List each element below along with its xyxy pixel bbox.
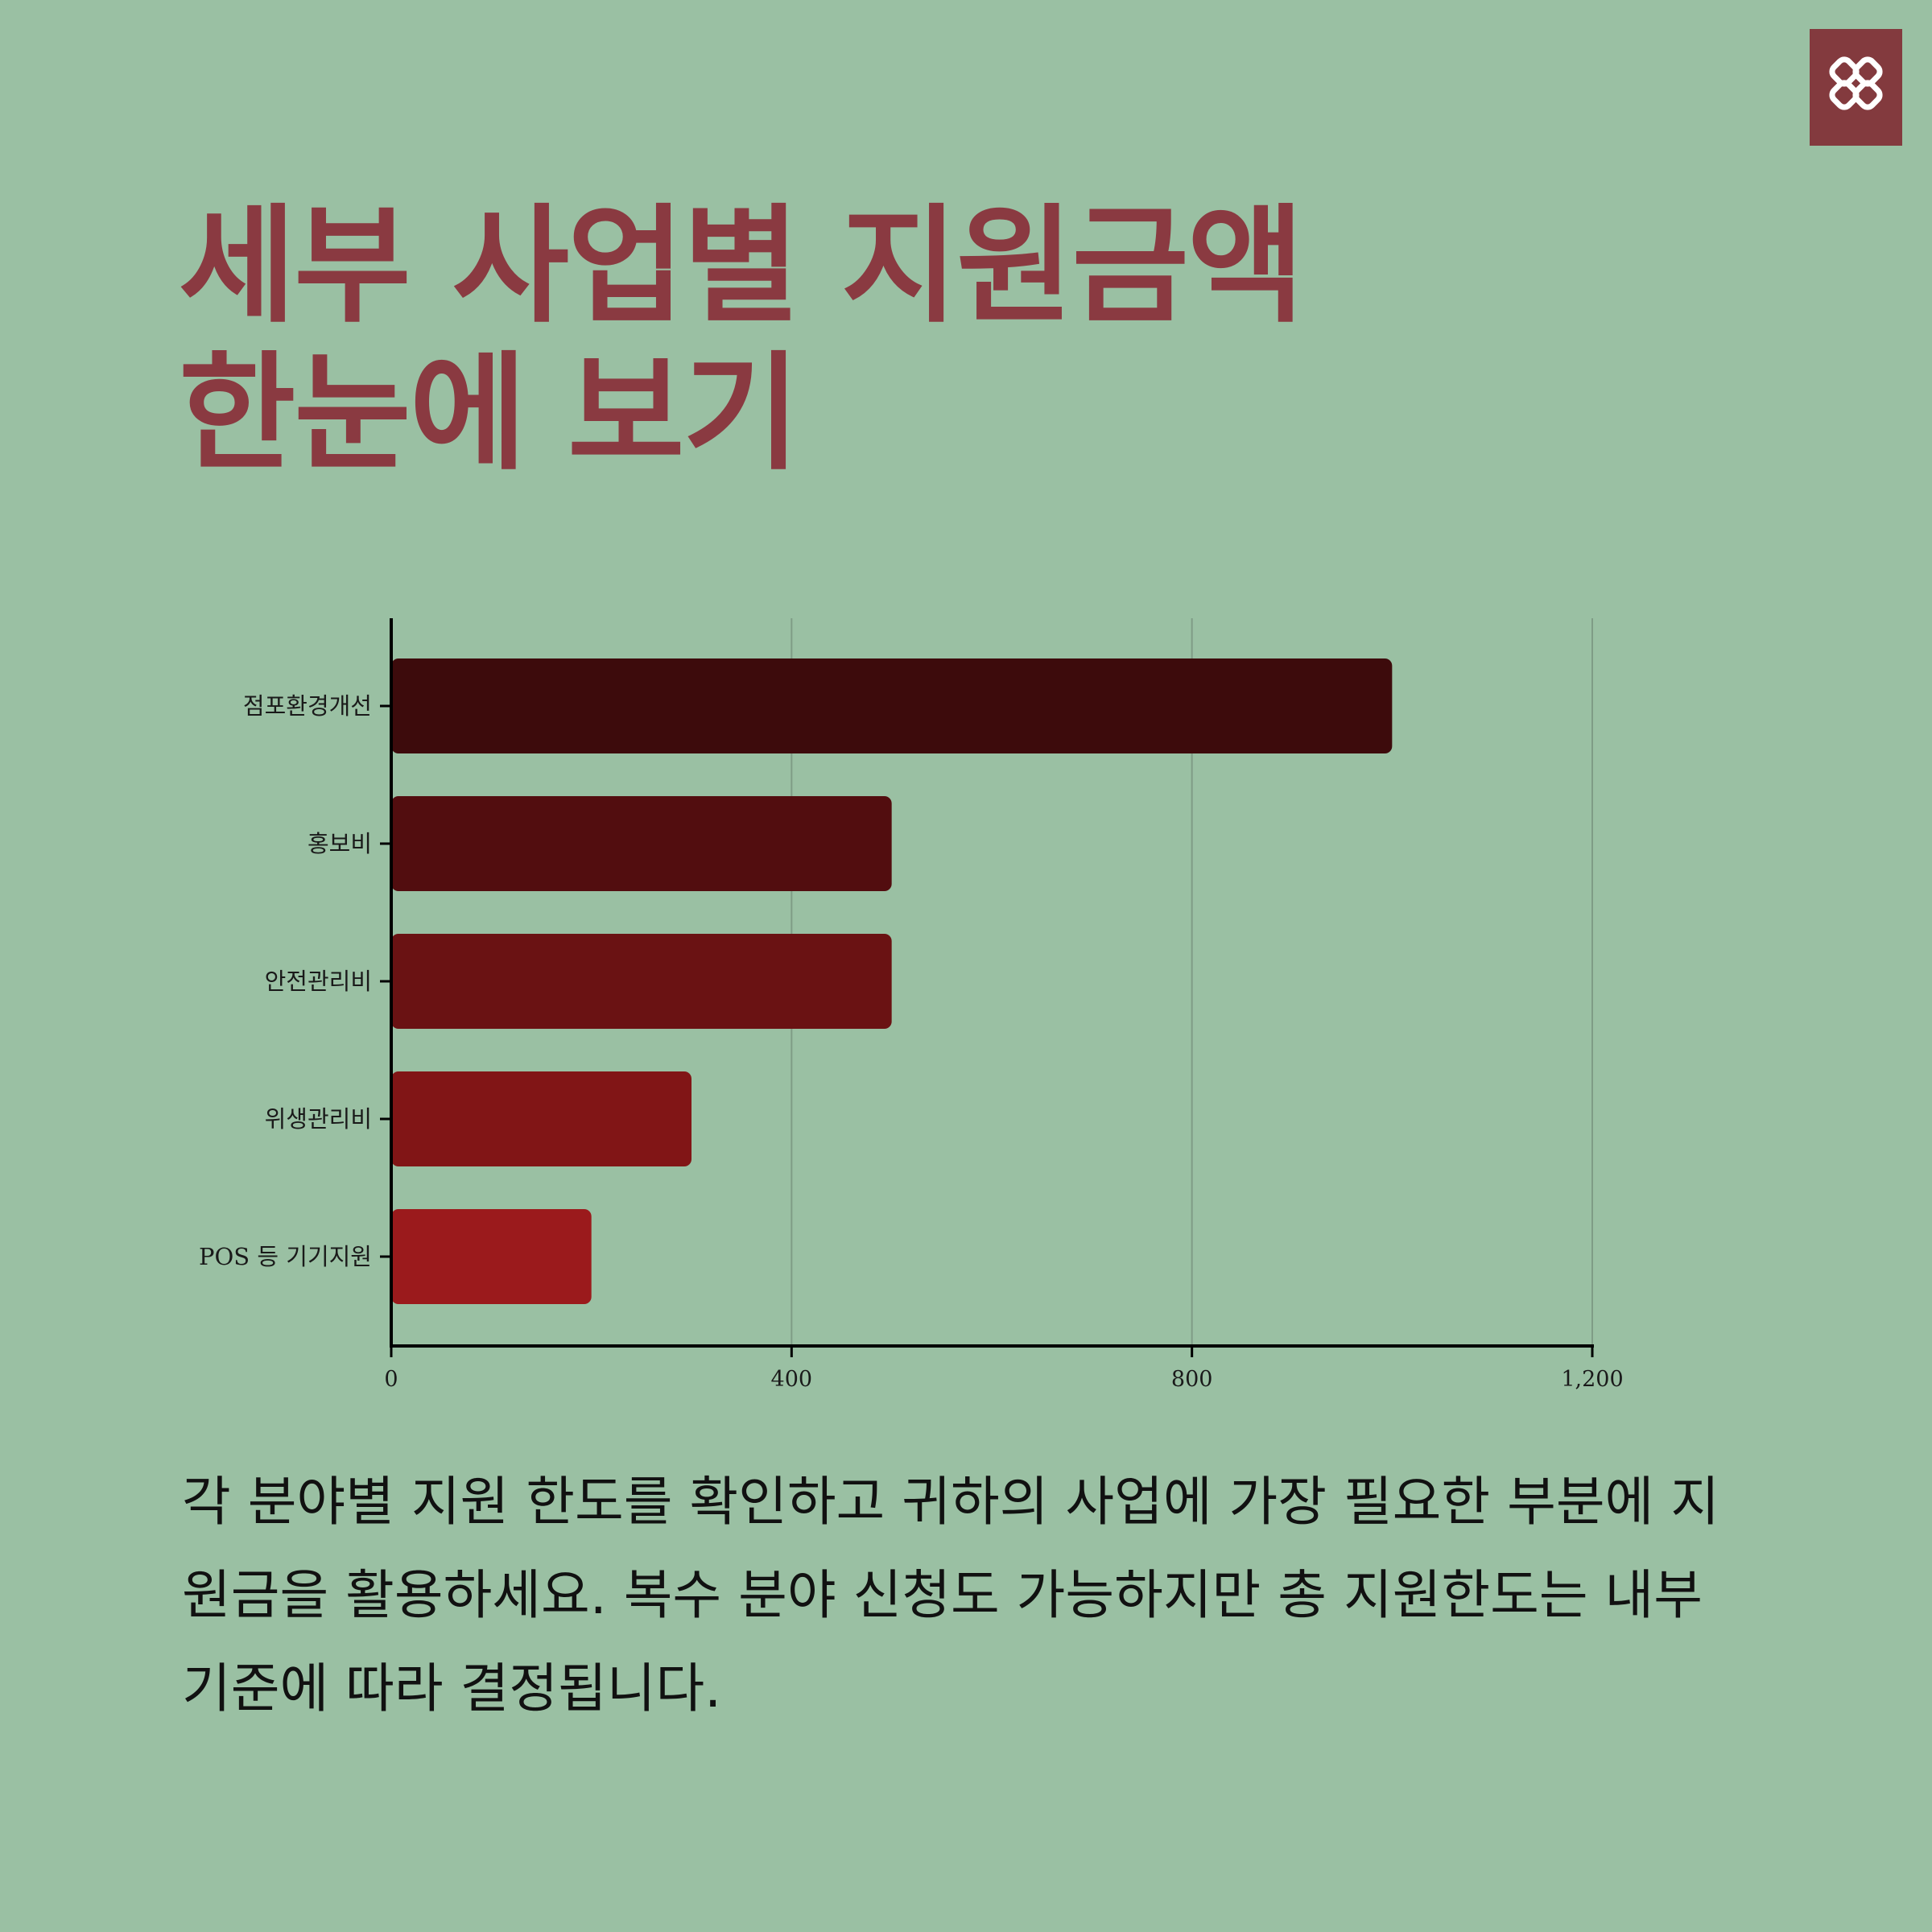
category-label: 점포환경개선 — [243, 692, 372, 720]
category-label: POS 등 기기지원 — [199, 1243, 372, 1270]
page-title: 세부 사업별 지원금액 한눈에 보기 — [179, 193, 1708, 488]
x-tick-label: 0 — [384, 1367, 398, 1392]
knot-icon — [1829, 56, 1883, 110]
x-tick-label: 800 — [1171, 1367, 1213, 1392]
bar — [391, 934, 892, 1029]
x-tick-label: 400 — [771, 1367, 813, 1392]
brand-logo — [1810, 29, 1902, 146]
bar — [391, 1071, 691, 1166]
bar — [391, 796, 892, 891]
bar — [391, 1209, 592, 1304]
title-line-2: 한눈에 보기 — [179, 340, 800, 488]
title-line-1: 세부 사업별 지원금액 — [179, 192, 1304, 341]
category-label: 안전관리비 — [265, 968, 372, 995]
x-tick-label: 1,200 — [1561, 1367, 1623, 1392]
description-text: 각 분야별 지원 한도를 확인하고 귀하의 사업에 가장 필요한 부분에 지원금… — [182, 1471, 1719, 1719]
category-label: 홍보비 — [308, 830, 372, 857]
bar — [391, 658, 1393, 753]
category-label: 위생관리비 — [265, 1105, 372, 1133]
